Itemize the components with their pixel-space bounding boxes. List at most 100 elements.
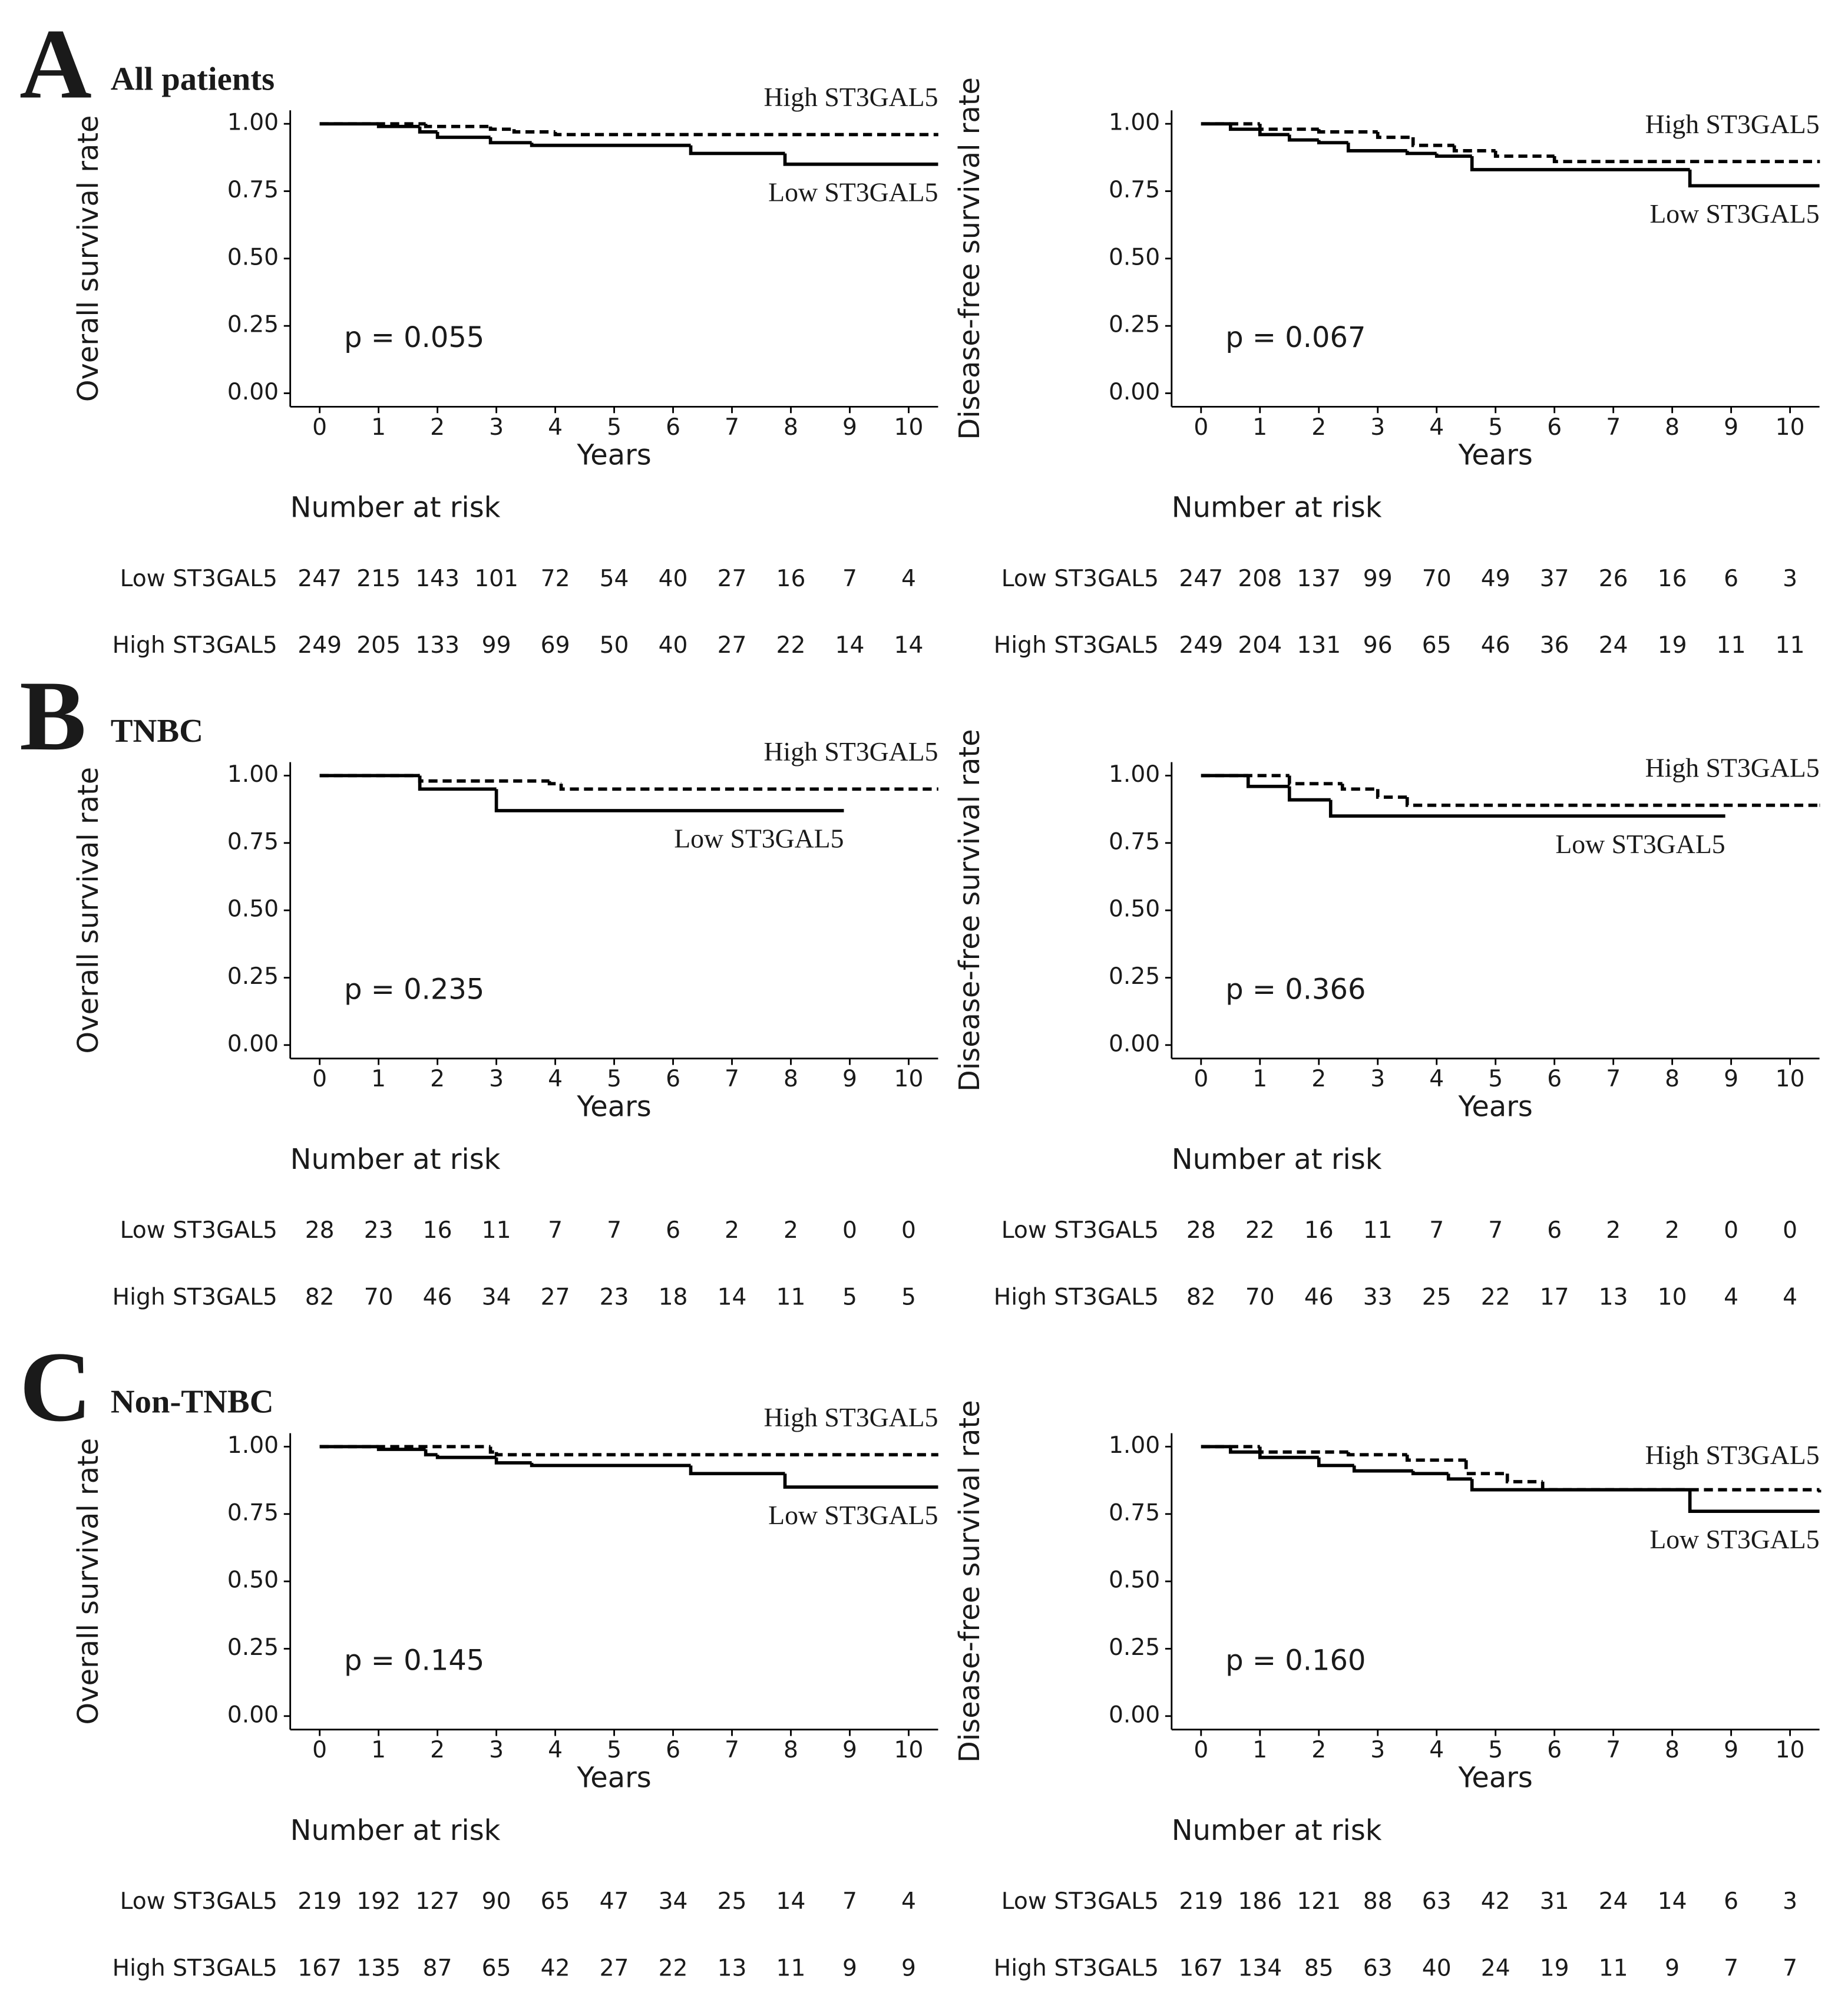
risk-count: 49 bbox=[1481, 566, 1510, 592]
x-tick-label: 7 bbox=[725, 1737, 739, 1763]
y-axis-title: Overall survival rate bbox=[72, 115, 105, 402]
survival-step bbox=[1405, 797, 1820, 807]
risk-count: 135 bbox=[356, 1955, 401, 1981]
survival-step bbox=[1287, 786, 1331, 802]
risk-count: 47 bbox=[600, 1888, 629, 1915]
risk-count: 63 bbox=[1363, 1955, 1393, 1981]
survival-step bbox=[1688, 169, 1820, 188]
risk-count: 82 bbox=[1186, 1284, 1216, 1310]
risk-count: 186 bbox=[1238, 1888, 1282, 1915]
risk-count: 0 bbox=[1783, 1217, 1797, 1244]
panel-subtitle: All patients bbox=[111, 61, 275, 97]
x-tick-label: 8 bbox=[1665, 414, 1680, 441]
survival-step bbox=[494, 789, 844, 812]
x-tick-label: 1 bbox=[371, 1737, 386, 1763]
survival-step bbox=[435, 131, 491, 139]
x-tick-label: 10 bbox=[1776, 1737, 1805, 1763]
p-value: p = 0.235 bbox=[344, 973, 484, 1006]
risk-count: 9 bbox=[1665, 1955, 1680, 1981]
x-tick-label: 8 bbox=[784, 1737, 798, 1763]
survival-step bbox=[1376, 789, 1407, 799]
x-tick-label: 0 bbox=[1194, 1066, 1208, 1092]
y-tick-label: 0.50 bbox=[227, 244, 279, 270]
risk-count: 4 bbox=[901, 566, 916, 592]
x-tick-label: 4 bbox=[1429, 1066, 1444, 1092]
x-tick-label: 4 bbox=[1429, 1737, 1444, 1763]
p-value: p = 0.160 bbox=[1225, 1644, 1366, 1677]
survival-step bbox=[530, 1462, 691, 1468]
y-tick-label: 0.50 bbox=[1109, 244, 1160, 270]
survival-step bbox=[1688, 1489, 1820, 1514]
survival-step bbox=[1340, 784, 1378, 791]
risk-count: 11 bbox=[482, 1217, 511, 1244]
risk-count: 14 bbox=[894, 632, 924, 659]
risk-count: 2 bbox=[1606, 1217, 1621, 1244]
risk-count: 63 bbox=[1422, 1888, 1452, 1915]
y-tick-label: 1.00 bbox=[1109, 1432, 1160, 1459]
risk-count: 133 bbox=[415, 632, 459, 659]
risk-count: 7 bbox=[1724, 1955, 1738, 1981]
survival-step bbox=[418, 126, 438, 134]
x-tick-label: 2 bbox=[430, 414, 445, 441]
risk-count: 46 bbox=[1481, 632, 1510, 659]
risk-count: 46 bbox=[423, 1284, 452, 1310]
risk-count: 28 bbox=[1186, 1217, 1216, 1244]
x-tick-label: 7 bbox=[725, 414, 739, 441]
survival-step bbox=[1258, 129, 1290, 137]
risk-count: 0 bbox=[842, 1217, 857, 1244]
x-tick-label: 5 bbox=[607, 1066, 621, 1092]
series-label: Low ST3GAL5 bbox=[1555, 829, 1725, 859]
x-tick-label: 6 bbox=[666, 1066, 680, 1092]
risk-count: 101 bbox=[474, 566, 518, 592]
survival-step bbox=[547, 781, 561, 786]
risk-count: 167 bbox=[1179, 1955, 1223, 1981]
risk-count: 127 bbox=[415, 1888, 459, 1915]
x-tick-label: 4 bbox=[1429, 414, 1444, 441]
y-tick-label: 0.00 bbox=[1109, 1701, 1160, 1728]
survival-step bbox=[783, 1473, 938, 1489]
risk-count: 7 bbox=[548, 1217, 563, 1244]
risk-count: 5 bbox=[842, 1284, 857, 1310]
panel-label: B bbox=[19, 660, 86, 771]
x-tick-label: 5 bbox=[1488, 1066, 1503, 1092]
y-tick-label: 0.75 bbox=[227, 828, 279, 855]
y-tick-label: 1.00 bbox=[227, 1432, 279, 1459]
risk-table-title: Number at risk bbox=[290, 492, 501, 524]
survival-step bbox=[1258, 1446, 1348, 1454]
y-tick-label: 0.00 bbox=[227, 1701, 279, 1728]
risk-count: 219 bbox=[1179, 1888, 1223, 1915]
survival-step bbox=[1452, 145, 1496, 153]
risk-count: 25 bbox=[718, 1888, 747, 1915]
x-tick-label: 0 bbox=[312, 1066, 327, 1092]
series-label: High ST3GAL5 bbox=[1645, 1440, 1820, 1470]
y-tick-label: 0.25 bbox=[227, 312, 279, 338]
y-tick-label: 0.00 bbox=[227, 379, 279, 405]
risk-count: 7 bbox=[1488, 1217, 1503, 1244]
risk-count: 219 bbox=[297, 1888, 342, 1915]
survival-step bbox=[418, 775, 550, 783]
series-label: High ST3GAL5 bbox=[764, 1402, 938, 1432]
x-tick-label: 10 bbox=[1776, 1066, 1805, 1092]
x-tick-label: 8 bbox=[784, 414, 798, 441]
series-label: Low ST3GAL5 bbox=[768, 1500, 938, 1530]
risk-count: 27 bbox=[600, 1955, 629, 1981]
x-tick-label: 9 bbox=[842, 1066, 857, 1092]
x-tick-label: 9 bbox=[1724, 1066, 1738, 1092]
x-axis-title: Years bbox=[1458, 439, 1533, 471]
survival-step bbox=[1446, 1473, 1472, 1481]
x-tick-label: 4 bbox=[548, 1737, 563, 1763]
y-axis-title: Disease-free survival rate bbox=[954, 77, 986, 440]
x-tick-label: 2 bbox=[430, 1737, 445, 1763]
x-tick-label: 6 bbox=[1547, 414, 1562, 441]
survival-step bbox=[1405, 1455, 1466, 1462]
risk-count: 42 bbox=[1481, 1888, 1510, 1915]
y-tick-label: 0.25 bbox=[1109, 1634, 1160, 1661]
risk-count: 14 bbox=[718, 1284, 747, 1310]
x-tick-label: 9 bbox=[1724, 414, 1738, 441]
x-tick-label: 3 bbox=[1370, 414, 1385, 441]
y-tick-label: 0.75 bbox=[1109, 177, 1160, 203]
x-tick-label: 3 bbox=[489, 1737, 504, 1763]
p-value: p = 0.055 bbox=[344, 322, 484, 354]
risk-count: 247 bbox=[297, 566, 342, 592]
